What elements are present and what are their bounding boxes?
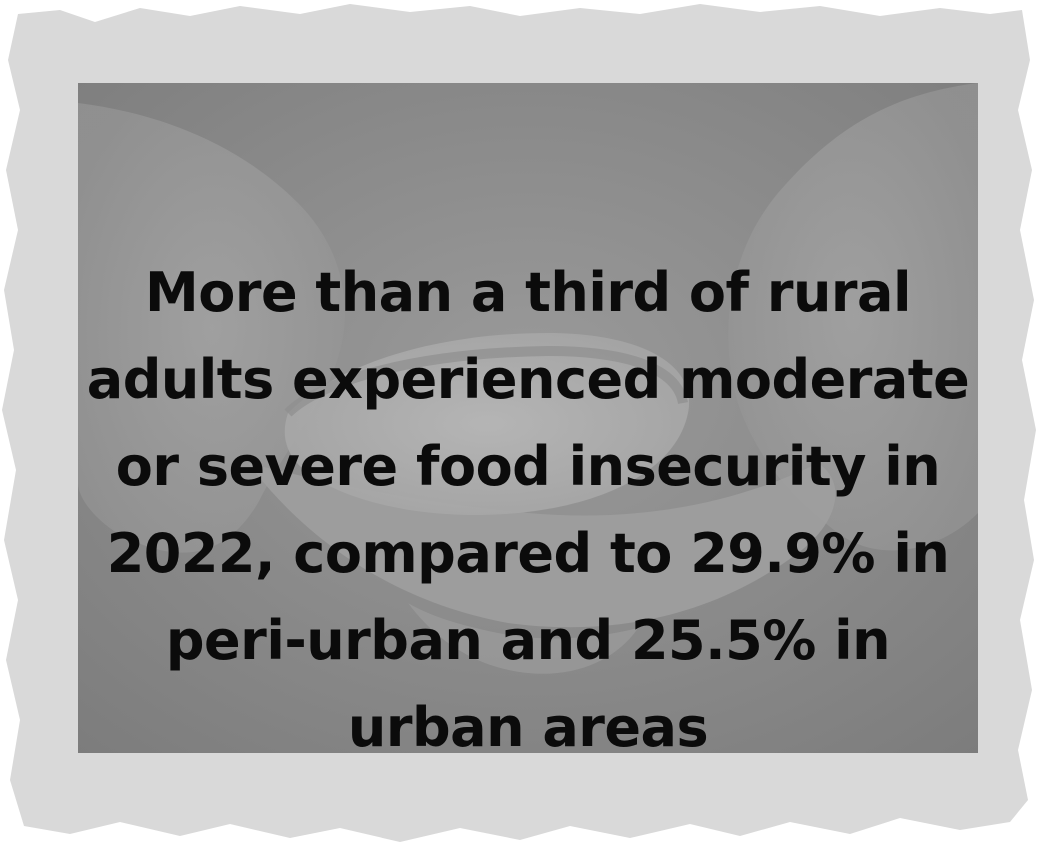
statement-line-5: peri-urban and 25.5% in <box>165 609 891 672</box>
statement-line-1: More than a third of rural <box>145 261 911 324</box>
hands-bread-photo <box>78 83 978 753</box>
photo-background: More than a third of rural adults experi… <box>78 83 978 753</box>
statement-line-3: or severe food insecurity in <box>115 435 941 498</box>
statement-line-4: 2022, compared to 29.9% in <box>106 522 950 585</box>
statistic-statement: More than a third of rural adults experi… <box>78 249 978 753</box>
statement-line-6: urban areas <box>347 696 709 753</box>
statement-line-2: adults experienced moderate <box>86 348 970 411</box>
